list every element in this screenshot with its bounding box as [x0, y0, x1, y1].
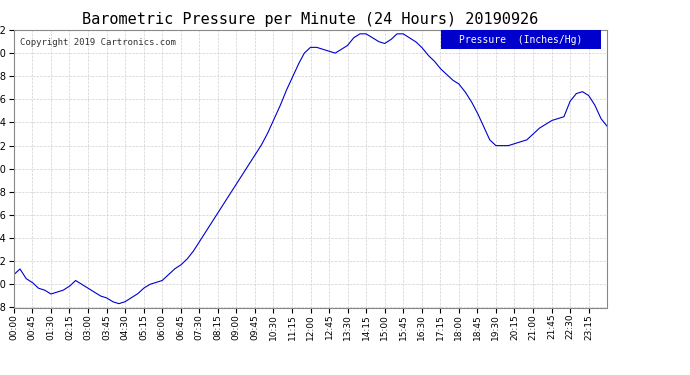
Text: Copyright 2019 Cartronics.com: Copyright 2019 Cartronics.com — [20, 38, 176, 47]
Title: Barometric Pressure per Minute (24 Hours) 20190926: Barometric Pressure per Minute (24 Hours… — [82, 12, 539, 27]
